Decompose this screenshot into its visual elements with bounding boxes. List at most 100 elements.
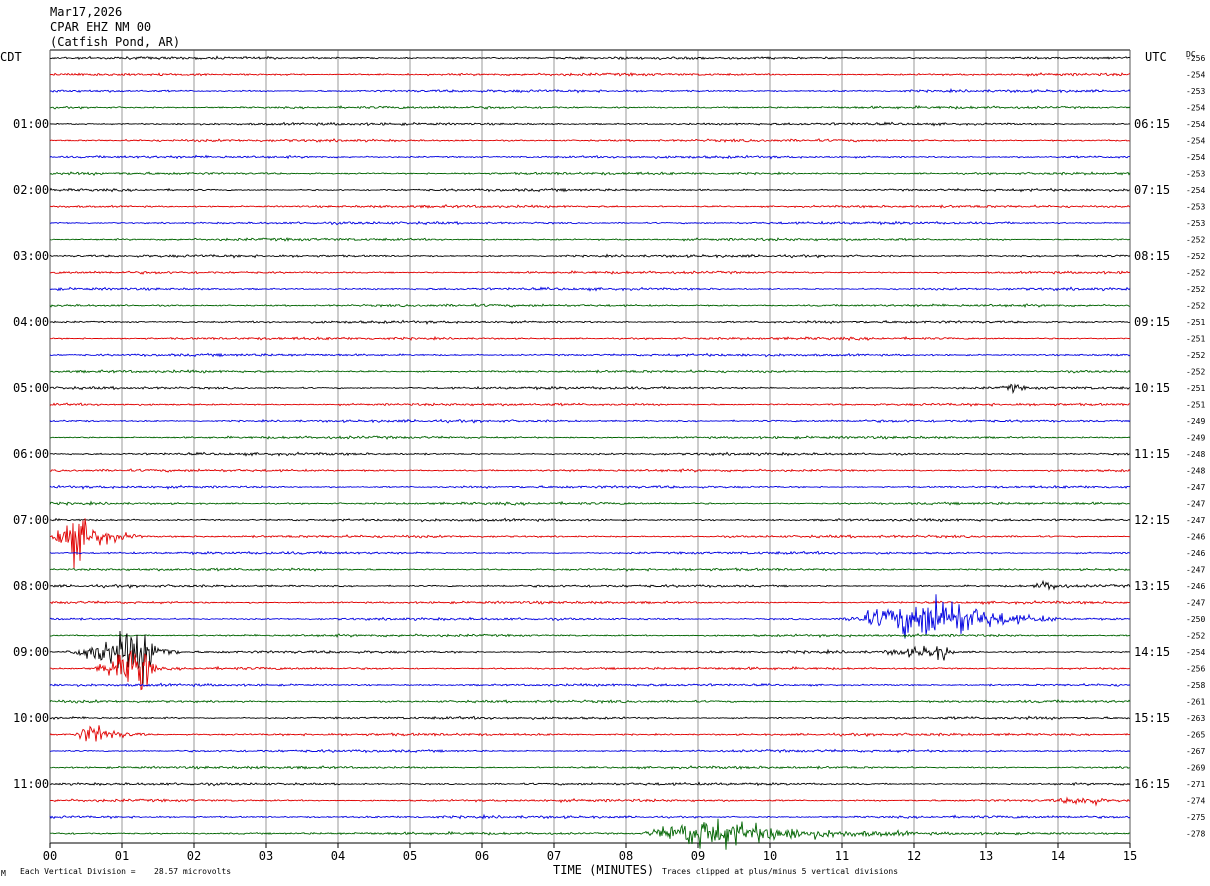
trace-row-42 (49, 748, 1131, 754)
scale-prefix: Each Vertical Division = (20, 867, 136, 876)
dc-offset-label: -261 (1186, 698, 1205, 707)
x-axis: 00 01 02 03 04 05 06 07 08 09 10 11 12 13 14 15 (43, 843, 1137, 863)
trace-row-22 (49, 418, 1131, 424)
dc-offset-label: -247 (1186, 566, 1205, 575)
trace-row-30 (49, 550, 1131, 556)
trace-row-28 (49, 517, 1131, 523)
trace-row-32 (49, 579, 1131, 591)
minute-gridlines (49, 49, 1131, 844)
dc-offset-label: -253 (1186, 87, 1205, 96)
trace-row-37 (49, 649, 1131, 691)
x-tick-label: 11 (835, 849, 849, 863)
dc-offset-label: -275 (1186, 813, 1205, 822)
x-tick-label: 13 (979, 849, 993, 863)
dc-offset-label: -248 (1186, 467, 1205, 476)
dc-offset-label: -247 (1186, 599, 1205, 608)
utc-hour-label: 15:15 (1134, 711, 1170, 725)
x-axis-title: TIME (MINUTES) (553, 863, 654, 877)
utc-hour-label: 11:15 (1134, 447, 1170, 461)
trace-row-6 (49, 154, 1130, 160)
x-tick-label: 05 (403, 849, 417, 863)
dc-offset-label: -253 (1186, 170, 1205, 179)
dc-offset-label: -252 (1186, 302, 1205, 311)
utc-hour-label: 08:15 (1134, 249, 1170, 263)
dc-offset-label: -267 (1186, 747, 1205, 756)
dc-offset-label: -247 (1186, 483, 1205, 492)
cdt-hour-label: 06:00 (13, 447, 49, 461)
x-tick-label: 10 (763, 849, 777, 863)
cdt-hour-label: 07:00 (13, 513, 49, 527)
dc-offset-label: -254 (1186, 137, 1205, 146)
utc-hour-label: 07:15 (1134, 183, 1170, 197)
x-tick-label: 12 (907, 849, 921, 863)
dc-offset-label: -254 (1186, 648, 1205, 657)
utc-hour-label: 16:15 (1134, 777, 1170, 791)
trace-row-20 (49, 383, 1131, 395)
x-tick-label: 04 (331, 849, 345, 863)
trace-row-38 (49, 682, 1131, 688)
trace-row-23 (49, 435, 1131, 440)
station-label: CPAR EHZ NM 00 (50, 20, 151, 34)
dc-offset-label: -254 (1186, 104, 1205, 113)
trace-row-10 (49, 220, 1131, 226)
trace-row-34 (49, 594, 1131, 639)
trace-row-17 (50, 335, 1131, 342)
trace-row-41 (49, 725, 1131, 742)
trace-row-15 (49, 303, 1131, 309)
scale-value: 28.57 microvolts (154, 867, 231, 876)
trace-row-47 (49, 818, 1131, 850)
x-tick-label: 14 (1051, 849, 1065, 863)
dc-offset-label: -271 (1186, 780, 1205, 789)
utc-hour-labels: 06:15 07:15 08:15 09:15 10:15 11:15 12:15 13:15… (1134, 117, 1170, 791)
dc-offset-label: -250 (1186, 615, 1205, 624)
cdt-hour-label: 02:00 (13, 183, 49, 197)
trace-row-4 (49, 121, 1131, 127)
x-tick-label: 08 (619, 849, 633, 863)
trace-row-16 (49, 319, 1131, 325)
dc-offset-label: -254 (1186, 153, 1205, 162)
cdt-hour-label: 11:00 (13, 777, 49, 791)
trace-row-27 (49, 500, 1131, 507)
trace-row-12 (49, 253, 1131, 259)
x-tick-label: 00 (43, 849, 57, 863)
trace-row-24 (49, 451, 1131, 457)
dc-offset-label: -256 (1186, 665, 1205, 674)
trace-row-21 (49, 402, 1130, 408)
trace-row-14 (49, 286, 1131, 292)
dc-offset-label: -269 (1186, 764, 1205, 773)
utc-hour-label: 13:15 (1134, 579, 1170, 593)
trace-row-33 (49, 599, 1130, 606)
dc-offset-label: -256 (1186, 54, 1205, 63)
cdt-hour-label: 03:00 (13, 249, 49, 263)
utc-hour-label: 10:15 (1134, 381, 1170, 395)
corner-mark: M (1, 869, 6, 878)
trace-row-2 (49, 87, 1131, 94)
trace-row-26 (49, 484, 1131, 490)
dc-offset-label: -254 (1186, 71, 1205, 80)
trace-row-29 (49, 518, 1131, 569)
x-tick-label: 09 (691, 849, 705, 863)
dc-offset-label: -252 (1186, 236, 1205, 245)
dc-offset-label: -251 (1186, 335, 1205, 344)
x-tick-label: 02 (187, 849, 201, 863)
right-timezone-label: UTC (1145, 50, 1167, 64)
trace-row-3 (49, 104, 1131, 110)
dc-offset-label: -251 (1186, 384, 1205, 393)
dc-offset-label: -254 (1186, 186, 1205, 195)
dc-offset-label: -278 (1186, 830, 1205, 839)
dc-offset-label: -252 (1186, 632, 1205, 641)
trace-row-45 (49, 796, 1131, 807)
dc-offset-label: -252 (1186, 351, 1205, 360)
dc-offset-label: -253 (1186, 219, 1205, 228)
cdt-hour-label: 04:00 (13, 315, 49, 329)
trace-row-1 (49, 72, 1131, 78)
cdt-hour-label: 09:00 (13, 645, 49, 659)
trace-row-18 (49, 352, 1131, 358)
dc-offset-label: -249 (1186, 434, 1205, 443)
trace-row-44 (49, 781, 1131, 787)
cdt-hour-labels: 01:00 02:00 03:00 04:00 05:00 06:00 07:00 08:00… (13, 117, 49, 791)
trace-row-9 (49, 204, 1131, 209)
trace-row-8 (49, 187, 1131, 193)
trace-row-19 (49, 369, 1131, 374)
dc-offset-label: -258 (1186, 681, 1205, 690)
